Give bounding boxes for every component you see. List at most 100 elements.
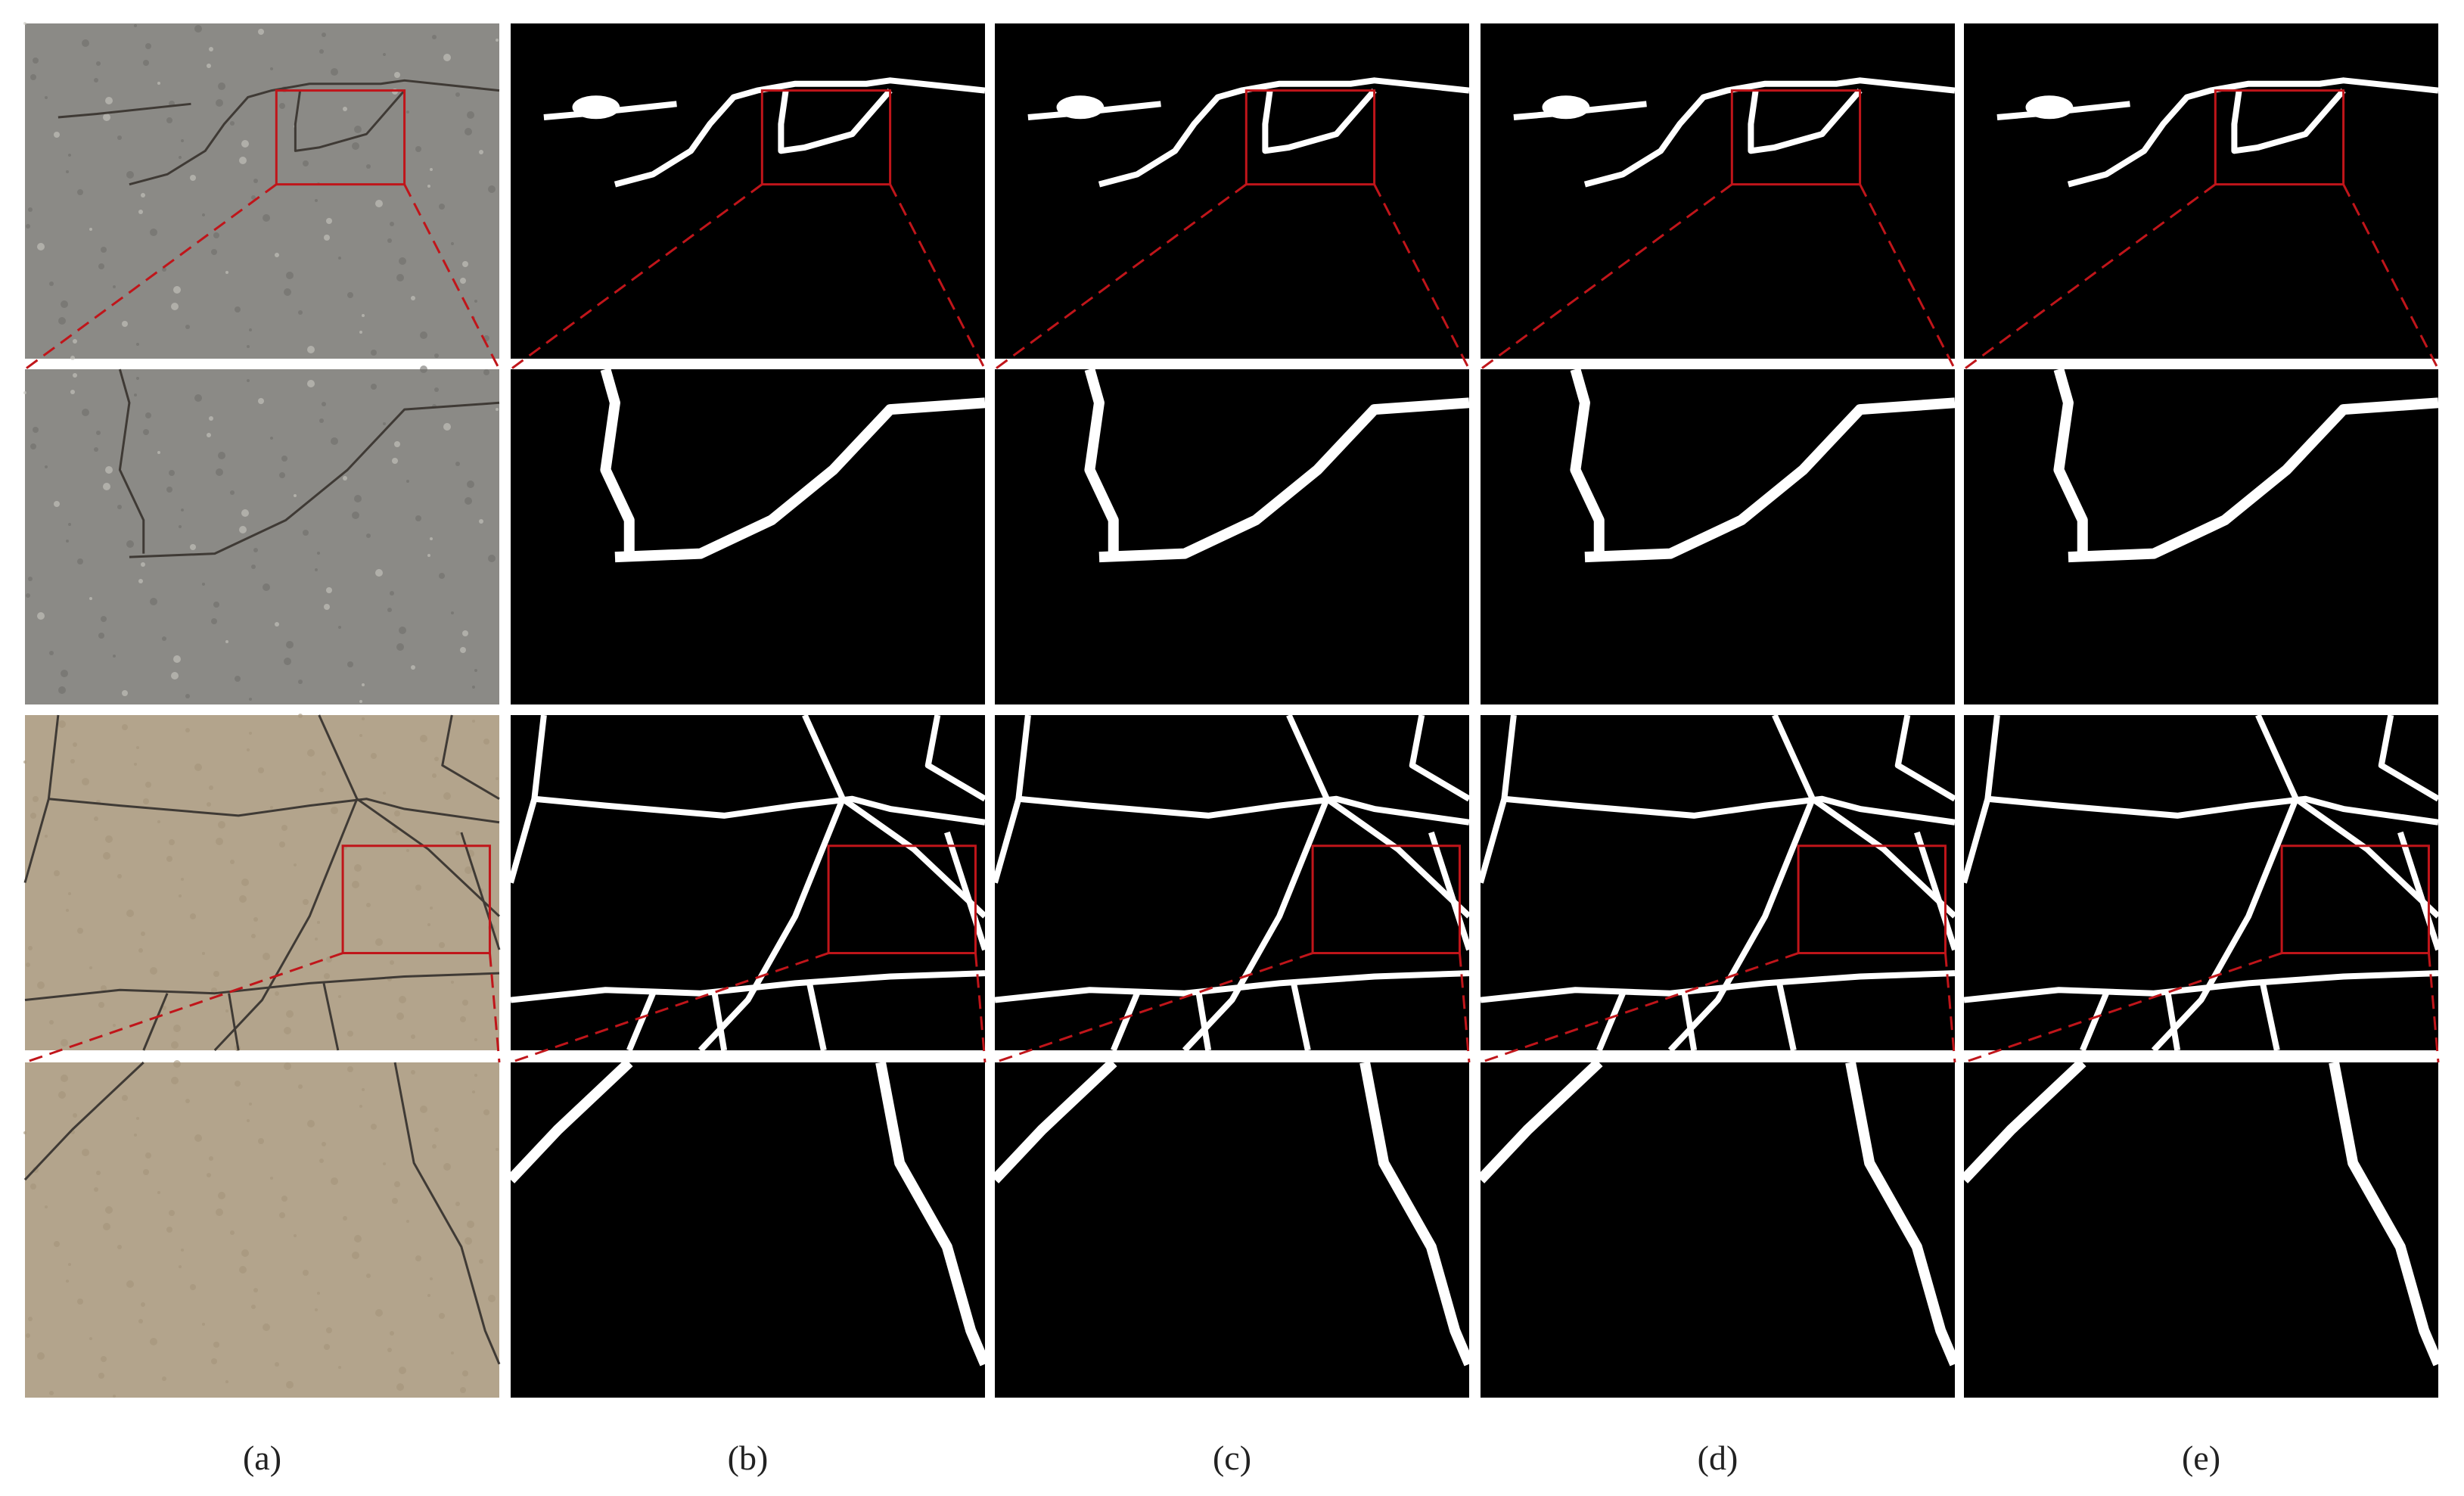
texture-speck	[460, 647, 466, 653]
texture-speck	[284, 658, 291, 665]
texture-speck	[251, 934, 256, 938]
crack-mask	[1262, 88, 1377, 154]
texture-speck	[82, 409, 89, 416]
texture-speck	[307, 346, 315, 353]
texture-speck	[241, 1249, 249, 1257]
texture-speck	[375, 938, 383, 946]
texture-speck	[211, 1358, 217, 1364]
texture-speck	[209, 1156, 213, 1161]
texture-speck	[430, 537, 433, 540]
texture-speck	[113, 655, 116, 658]
texture-speck	[150, 229, 157, 236]
texture-speck	[354, 864, 362, 872]
texture-speck	[143, 60, 149, 66]
texture-speck	[281, 825, 287, 831]
texture-speck	[138, 579, 143, 583]
texture-speck	[225, 1009, 228, 1012]
texture-speck	[23, 391, 26, 394]
texture-speck	[322, 33, 326, 37]
texture-speck	[322, 771, 326, 776]
zoom-box	[1244, 89, 1376, 186]
texture-speck	[61, 300, 68, 308]
texture-speck	[98, 1002, 104, 1008]
crack-line	[129, 401, 500, 558]
texture-speck	[406, 1220, 409, 1223]
texture-speck	[263, 214, 270, 222]
texture-speck	[216, 468, 223, 476]
crack-mask	[802, 714, 987, 919]
zoom-box	[760, 89, 892, 186]
crack-mask	[2164, 993, 2181, 1051]
texture-speck	[455, 92, 460, 97]
texture-speck	[77, 928, 83, 934]
texture-speck	[73, 339, 77, 344]
texture-speck	[68, 154, 71, 157]
texture-speck	[54, 1241, 60, 1247]
texture-speck	[37, 612, 45, 620]
crack-mask	[1570, 368, 1605, 554]
texture-speck	[324, 235, 330, 241]
texture-speck	[467, 1221, 474, 1228]
texture-speck	[157, 82, 160, 85]
crack-mask	[600, 368, 635, 554]
texture-speck	[94, 78, 98, 82]
zoom-guide	[24, 952, 343, 1064]
texture-speck	[202, 1323, 205, 1326]
texture-speck	[496, 39, 499, 42]
texture-speck	[427, 554, 430, 557]
texture-speck	[105, 835, 113, 843]
texture-speck	[375, 569, 383, 577]
texture-speck	[70, 390, 75, 394]
texture-speck	[383, 1162, 386, 1165]
zoom-box	[1797, 844, 1947, 955]
crack-mask	[1667, 798, 1816, 1053]
texture-speck	[23, 22, 26, 25]
texture-speck	[136, 343, 139, 346]
texture-speck	[173, 1025, 181, 1032]
texture-speck	[324, 973, 330, 979]
texture-speck	[434, 353, 439, 358]
texture-speck	[70, 759, 75, 764]
crack-mask	[1480, 970, 1956, 1003]
texture-speck	[319, 418, 324, 423]
crack-mask	[1914, 831, 1958, 951]
texture-speck	[225, 1380, 228, 1383]
crack-line	[441, 714, 500, 801]
texture-speck	[66, 909, 69, 912]
texture-speck	[241, 879, 249, 886]
texture-speck	[496, 408, 499, 411]
texture-speck	[472, 1090, 475, 1093]
texture-speck	[230, 860, 235, 864]
texture-speck	[279, 472, 285, 478]
crack-mask	[806, 982, 827, 1051]
texture-speck	[462, 1000, 468, 1006]
texture-speck	[279, 103, 285, 109]
texture-speck	[202, 583, 205, 586]
texture-speck	[235, 306, 241, 313]
texture-speck	[298, 680, 303, 684]
texture-speck	[474, 300, 477, 303]
crack-mask	[614, 77, 986, 188]
texture-speck	[460, 1387, 466, 1393]
texture-speck	[443, 423, 451, 431]
texture-speck	[483, 369, 489, 375]
texture-speck	[347, 661, 353, 667]
crack-mask	[1996, 101, 2130, 121]
crack-mask	[1286, 714, 1471, 919]
texture-speck	[30, 74, 36, 80]
texture-speck	[462, 1370, 468, 1376]
texture-speck	[326, 1327, 332, 1333]
texture-speck	[322, 402, 326, 406]
crack-mask	[2231, 88, 2346, 154]
texture-speck	[331, 1177, 338, 1185]
texture-speck	[77, 1299, 83, 1305]
texture-speck	[451, 981, 454, 984]
texture-speck	[89, 966, 92, 969]
texture-speck	[68, 523, 71, 526]
texture-speck	[307, 1120, 315, 1127]
texture-speck	[58, 1091, 66, 1099]
column-label: (c)	[1213, 1438, 1251, 1477]
texture-speck	[317, 1292, 320, 1295]
texture-speck	[258, 767, 264, 773]
texture-speck	[194, 25, 202, 33]
